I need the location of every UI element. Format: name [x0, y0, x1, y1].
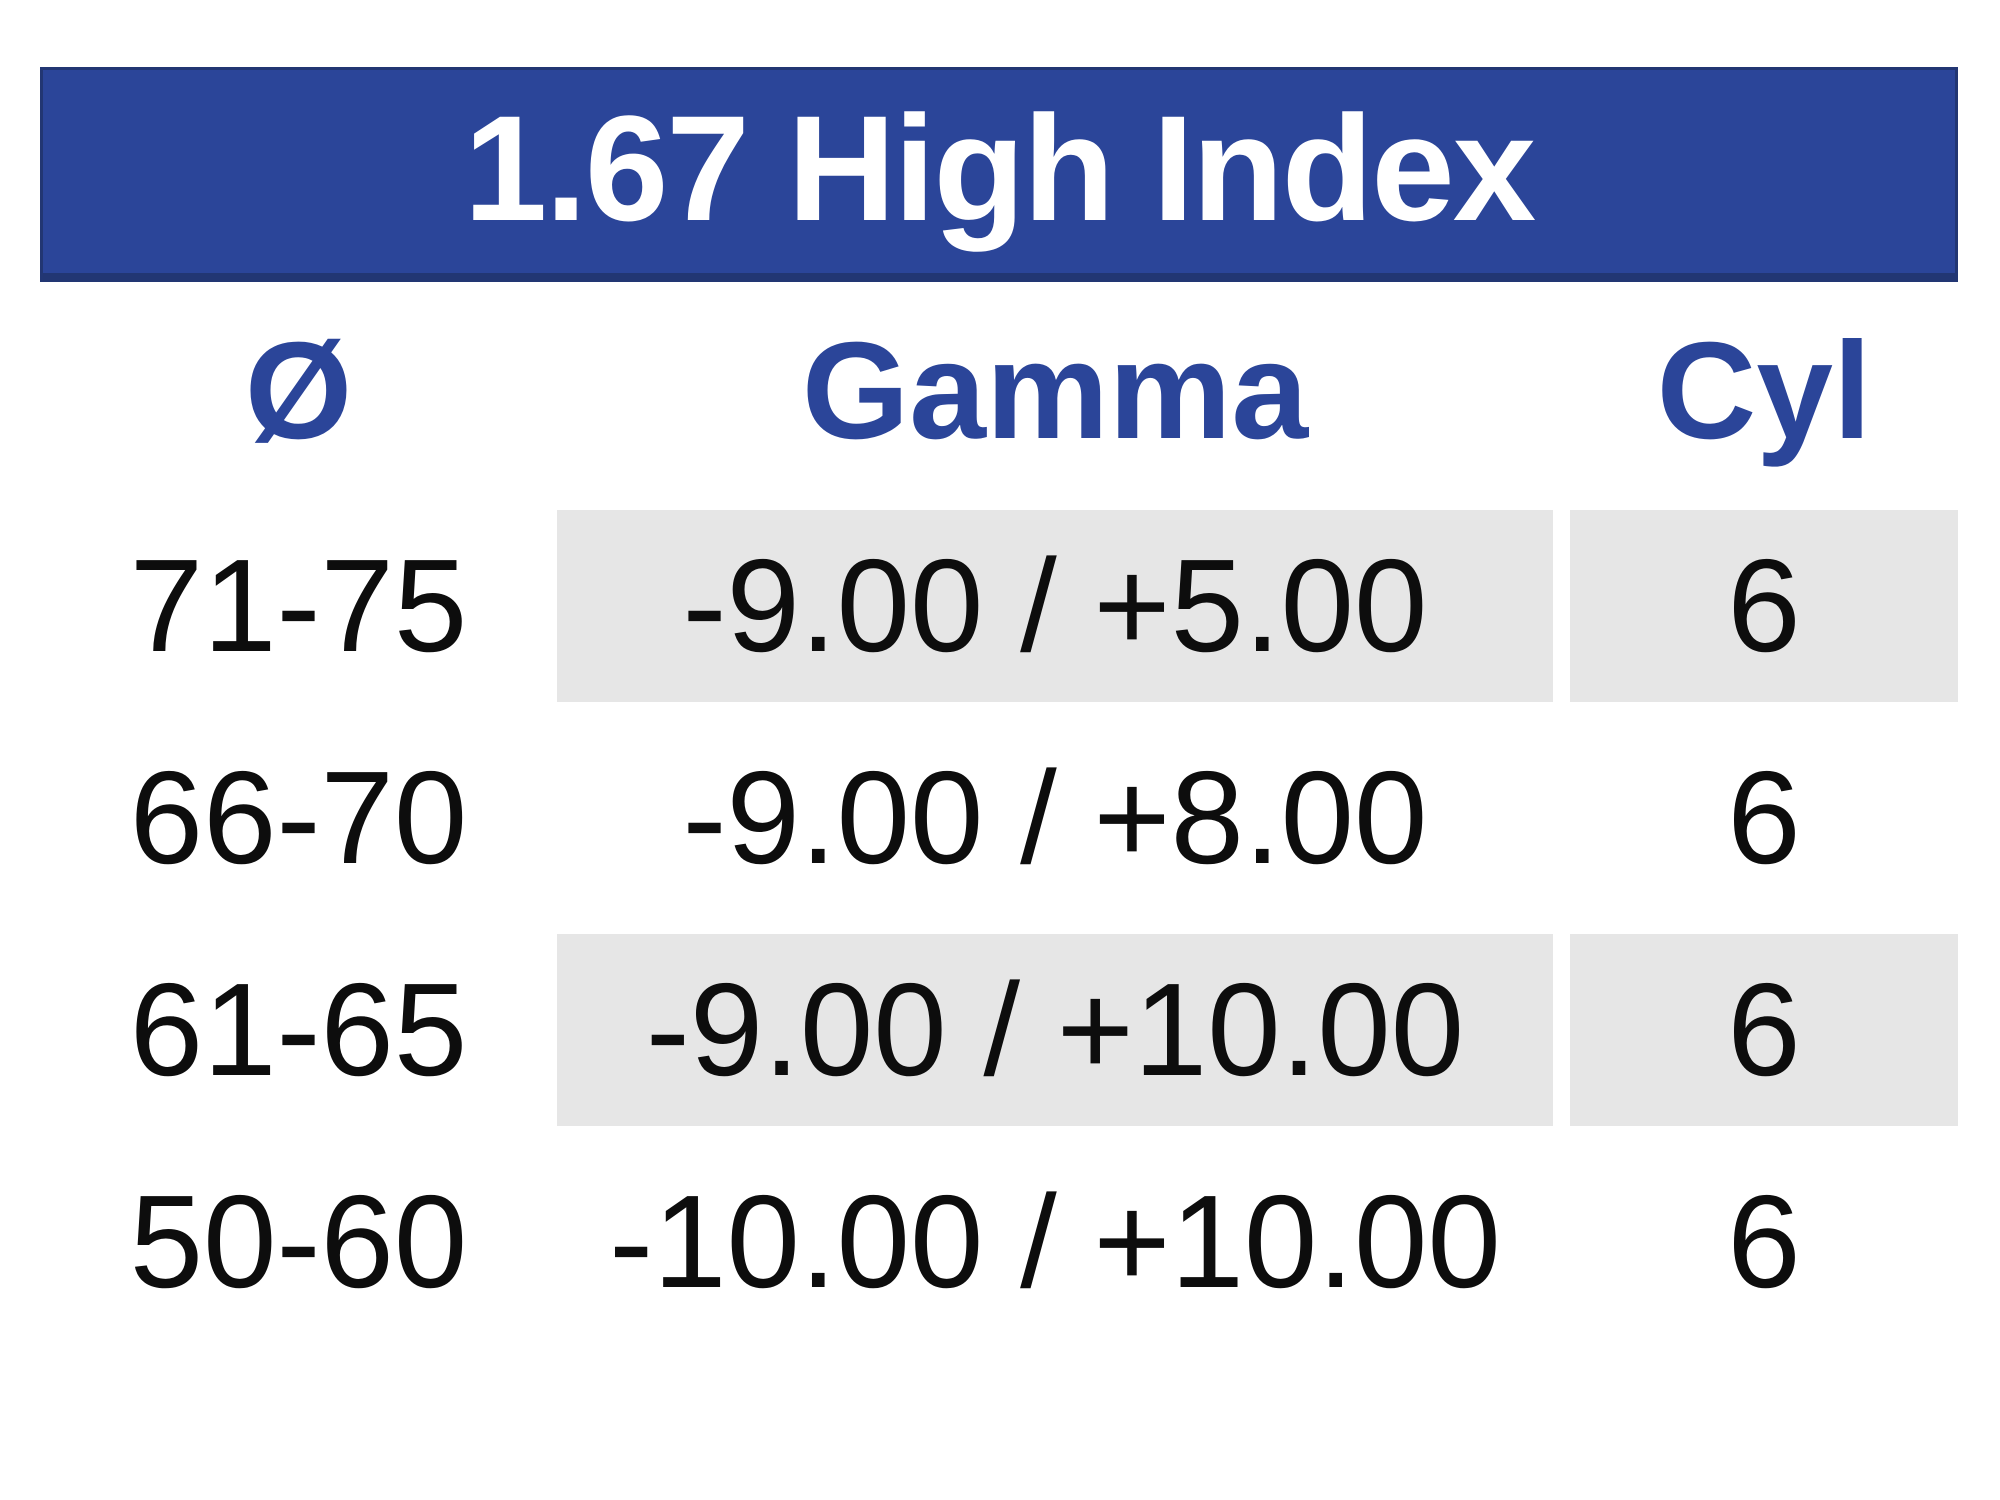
cell-gamma: -9.00 / +5.00	[557, 500, 1553, 712]
cell-cyl: 6	[1727, 1168, 1801, 1315]
column-header-cyl: Cyl	[1656, 314, 1872, 468]
column-header-diameter: Ø	[244, 314, 353, 468]
table-title-banner: 1.67 High Index	[40, 67, 1958, 282]
cell-cyl: 6	[1570, 500, 1958, 712]
cell-gamma: -9.00 / +10.00	[557, 924, 1553, 1136]
cell-gamma: -10.00 / +10.00	[609, 1168, 1501, 1315]
cell-diameter: 71-75	[129, 532, 468, 679]
column-header-gamma: Gamma	[801, 314, 1309, 468]
cell-diameter: 61-65	[129, 956, 468, 1103]
cell-cyl: 6	[1727, 744, 1801, 891]
cell-cyl: 6	[1570, 924, 1958, 1136]
table-row: 66-70 -9.00 / +8.00 6	[40, 712, 1958, 924]
table-header-row: Ø Gamma Cyl	[40, 282, 1958, 500]
table-row: 61-65 -9.00 / +10.00 6	[40, 924, 1958, 1136]
cell-gamma: -9.00 / +8.00	[682, 744, 1428, 891]
cell-diameter: 50-60	[129, 1168, 468, 1315]
cell-diameter: 66-70	[129, 744, 468, 891]
spec-table: Ø Gamma Cyl 71-75 -9.00 / +5.00 6 66-70 …	[40, 282, 1958, 1348]
table-title: 1.67 High Index	[463, 83, 1536, 252]
table-row: 50-60 -10.00 / +10.00 6	[40, 1136, 1958, 1348]
table-row: 71-75 -9.00 / +5.00 6	[40, 500, 1958, 712]
